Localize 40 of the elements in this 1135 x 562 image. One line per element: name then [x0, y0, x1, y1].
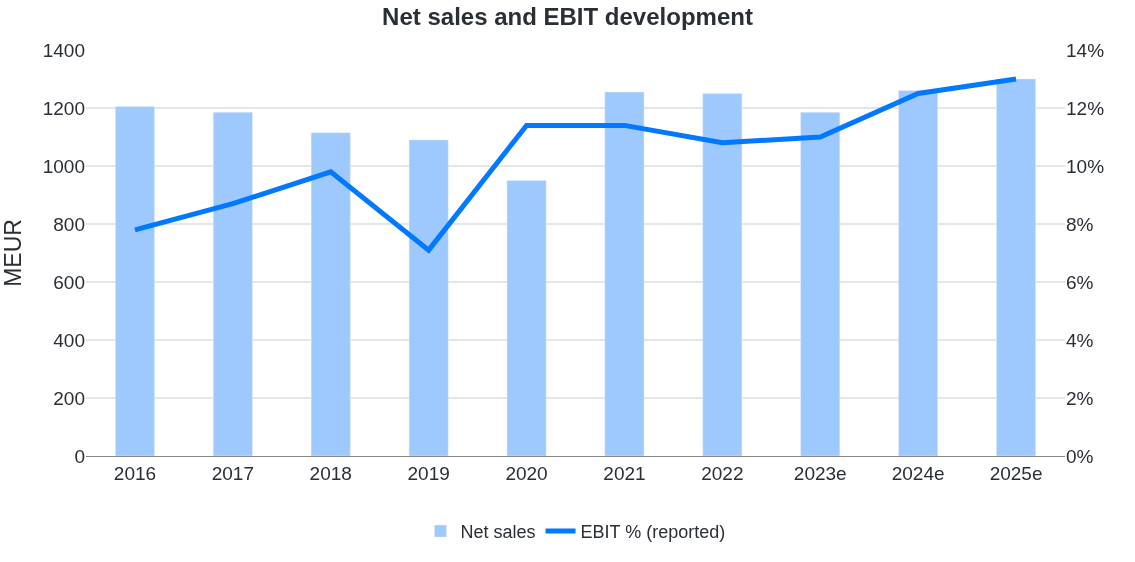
x-tick-label: 2022	[701, 462, 744, 484]
bar	[213, 112, 253, 456]
x-tick-label: 2023e	[793, 462, 847, 484]
x-tick-label: 2021	[603, 462, 646, 484]
x-tick-label: 2018	[309, 462, 352, 484]
y-tick-label: 1000	[42, 155, 85, 177]
bar	[408, 139, 449, 456]
x-tick-label: 2025e	[989, 462, 1043, 484]
x-tick-label: 2020	[505, 462, 548, 484]
legend-label: Net sales	[460, 522, 536, 543]
bar	[115, 106, 155, 456]
y-tick-label: 1200	[42, 97, 85, 119]
y-tick-label: 1400	[42, 39, 85, 61]
y-tick-label: 400	[53, 329, 85, 351]
y2-tick-label: 4%	[1066, 329, 1094, 351]
y-tick-label: 200	[53, 387, 85, 409]
y2-tick-label: 8%	[1066, 213, 1094, 235]
legend-label: EBIT % (reported)	[580, 522, 726, 543]
y2-tick-label: 6%	[1066, 271, 1094, 293]
bar	[604, 91, 645, 456]
y-tick-label: 0	[74, 445, 85, 467]
chart-title: Net sales and EBIT development	[382, 3, 753, 31]
y2-tick-label: 12%	[1066, 97, 1105, 119]
x-tick-label: 2016	[113, 462, 157, 484]
y2-tick-label: 0%	[1066, 445, 1094, 467]
bar	[996, 78, 1036, 456]
y2-tick-label: 2%	[1066, 387, 1094, 409]
y-axis-title: MEUR	[0, 219, 26, 287]
bar	[898, 90, 938, 456]
y-tick-label: 800	[53, 213, 85, 235]
bar	[310, 132, 351, 456]
x-tick-label: 2019	[407, 462, 450, 484]
x-tick-label: 2024e	[891, 462, 945, 484]
bar	[506, 180, 547, 456]
x-tick-label: 2017	[211, 462, 254, 484]
bar	[800, 112, 841, 456]
y2-tick-label: 14%	[1066, 39, 1105, 61]
bar	[702, 93, 743, 456]
y-tick-label: 600	[53, 271, 85, 293]
y2-tick-label: 10%	[1066, 155, 1105, 177]
